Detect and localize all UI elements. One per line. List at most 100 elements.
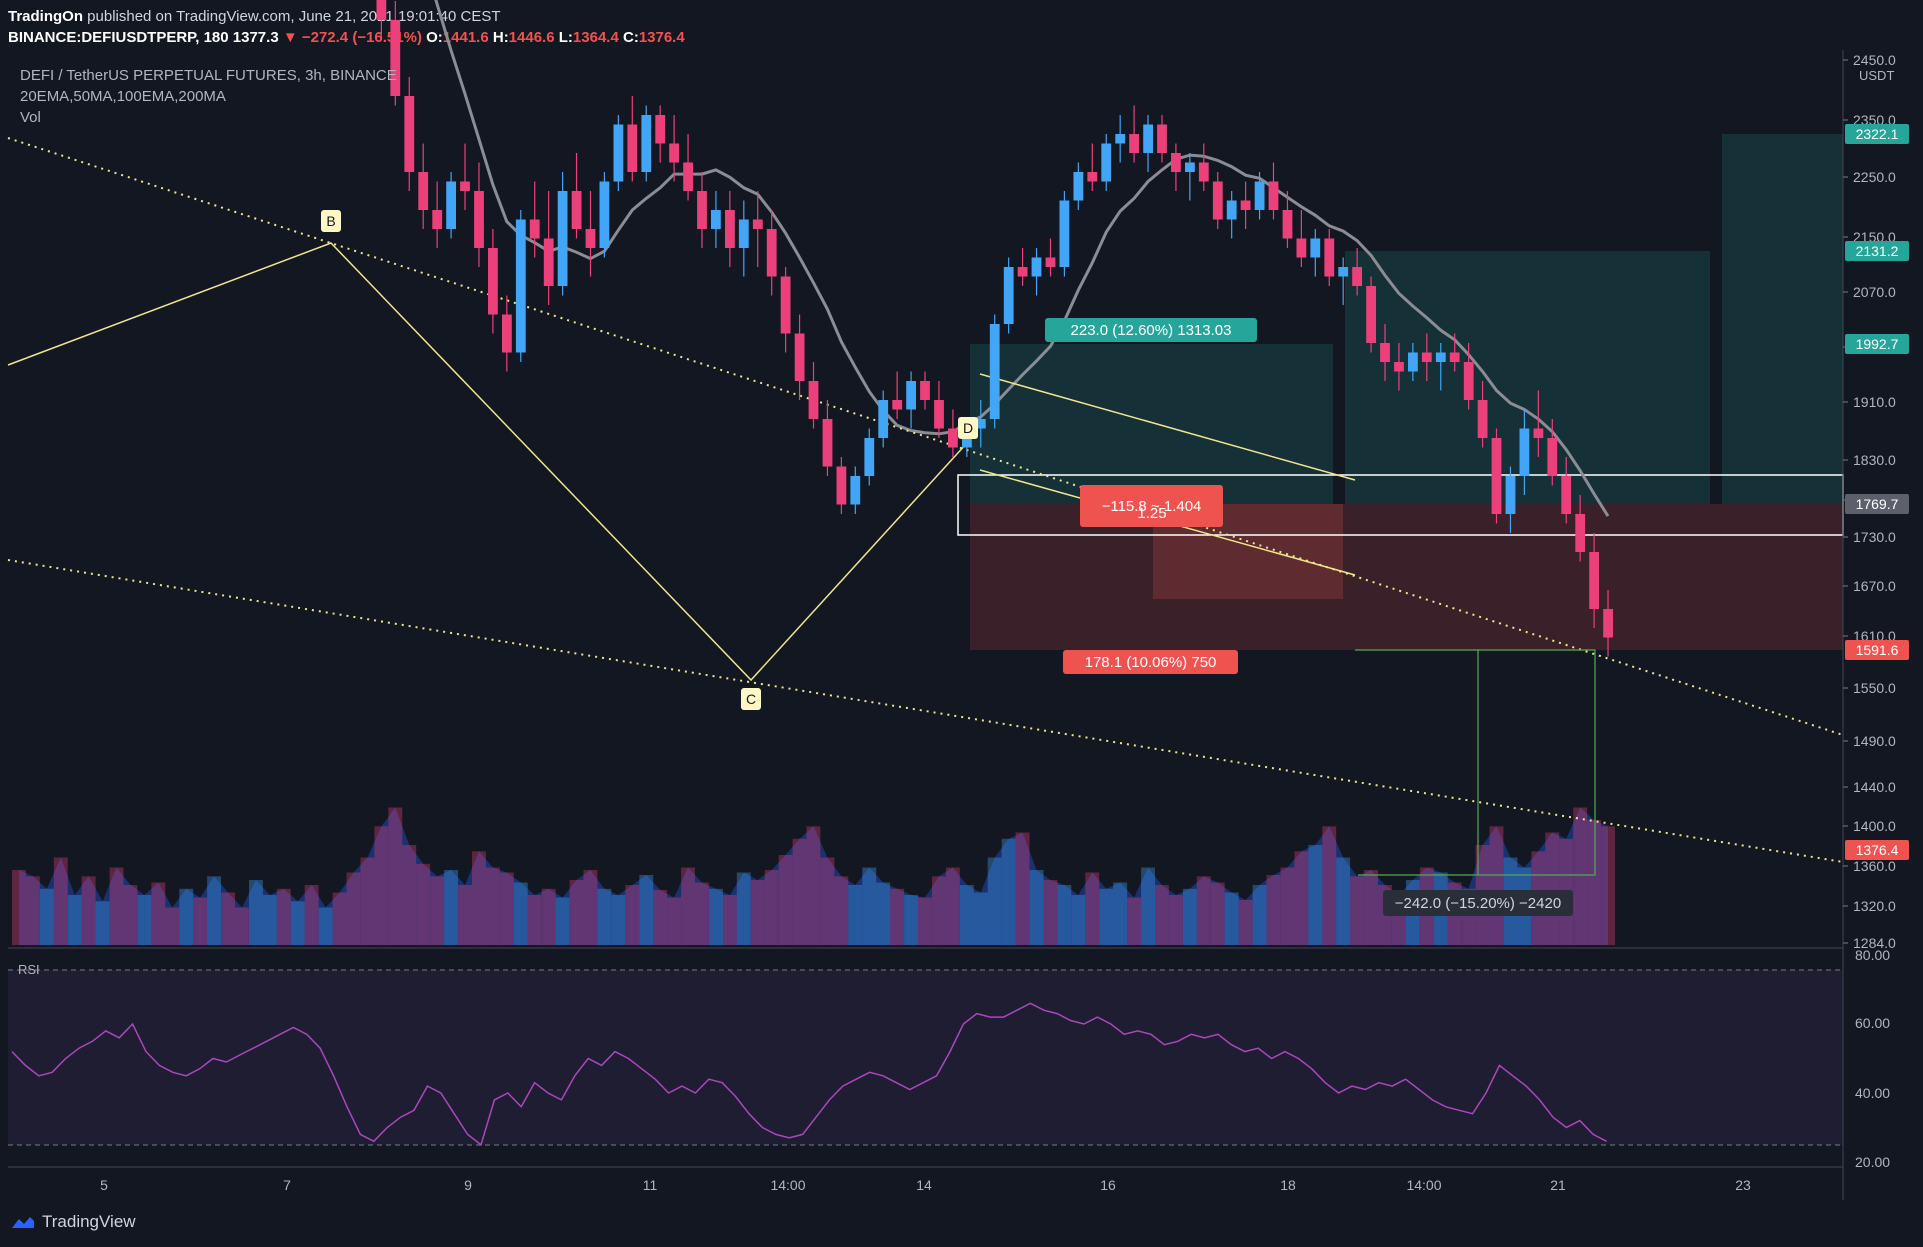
price-tick-label: 1440.0 xyxy=(1853,779,1896,795)
channel-upper xyxy=(979,373,1356,481)
candle-body xyxy=(794,333,805,381)
candle-body xyxy=(1031,257,1042,277)
indicator-list[interactable]: 20EMA,50MA,100EMA,200MA xyxy=(20,88,226,105)
candle-body xyxy=(1073,172,1084,201)
volume-bar xyxy=(179,888,194,946)
candle-body xyxy=(1129,134,1139,153)
candle-body xyxy=(502,314,512,353)
volume-bar xyxy=(1057,885,1072,945)
candle-body xyxy=(1226,200,1237,220)
pattern-point-b-text: B xyxy=(326,213,335,229)
candle-body xyxy=(1477,400,1488,438)
volume-bar xyxy=(485,867,500,945)
volume-legend[interactable]: Vol xyxy=(20,109,41,126)
candle-body xyxy=(864,438,875,476)
publisher-name[interactable]: TradingOn xyxy=(8,8,83,25)
volume-bar xyxy=(890,888,905,946)
candle-body xyxy=(1491,438,1502,514)
price-label-text: 1769.7 xyxy=(1856,496,1899,512)
candle-body xyxy=(1003,267,1014,324)
time-tick-label: 9 xyxy=(464,1177,472,1193)
candle-body xyxy=(1505,476,1516,514)
volume-bar xyxy=(1071,895,1086,945)
time-tick-label: 7 xyxy=(283,1177,291,1193)
volume-bar xyxy=(806,826,821,946)
candle-body xyxy=(1087,172,1098,182)
candle-body xyxy=(1561,476,1572,514)
close-label: C: xyxy=(622,29,639,46)
brand-label: TradingView xyxy=(42,1212,136,1231)
volume-bar xyxy=(416,863,431,946)
candle-body xyxy=(1547,438,1558,476)
volume-bar xyxy=(1155,885,1169,945)
volume-bar xyxy=(1029,870,1044,945)
rsi-tick-label: 80.00 xyxy=(1855,947,1890,963)
candle-body xyxy=(1017,267,1028,277)
volume-bar xyxy=(820,857,835,945)
target-zone xyxy=(970,344,1333,504)
volume-bar xyxy=(67,895,82,945)
chart-title[interactable]: DEFI / TetherUS PERPETUAL FUTURES, 3h, B… xyxy=(20,67,397,84)
volume-bar xyxy=(1113,882,1128,945)
candle-body xyxy=(697,191,707,229)
candle-body xyxy=(390,20,401,96)
price-label-text: 1376.4 xyxy=(1856,842,1899,858)
candle-body xyxy=(1394,362,1404,372)
close-value: 1376.4 xyxy=(638,29,685,46)
candle-body xyxy=(474,191,484,248)
target-label-text: 223.0 (12.60%) 1313.03 xyxy=(1071,322,1232,339)
price-tick-label: 1490.0 xyxy=(1853,733,1896,749)
candle-body xyxy=(1324,238,1335,277)
measure-label: −242.0 (−15.20%) −2420 xyxy=(1383,890,1573,916)
candle-body xyxy=(920,381,930,400)
volume-bar xyxy=(862,867,877,945)
volume-bar xyxy=(945,867,960,945)
stop-label: 178.1 (10.06%) 750 xyxy=(1063,650,1238,674)
volume-bar xyxy=(987,857,1002,945)
candlestick-series xyxy=(376,0,1613,657)
low-value: 1364.4 xyxy=(572,29,619,46)
stop-label-text: 178.1 (10.06%) 750 xyxy=(1085,654,1217,671)
candle-body xyxy=(948,428,958,448)
candle-body xyxy=(488,248,498,315)
candle-body xyxy=(571,191,582,229)
volume-bar xyxy=(792,838,807,946)
time-tick-label: 18 xyxy=(1280,1177,1296,1193)
time-tick-label: 14:00 xyxy=(770,1177,805,1193)
volume-bar xyxy=(681,867,695,945)
volume-bar xyxy=(722,895,737,945)
volume-bar xyxy=(1364,870,1378,945)
price-tick-label: 1284.0 xyxy=(1853,935,1896,951)
volume-bar xyxy=(834,876,849,946)
volume-bar xyxy=(1099,888,1114,946)
volume-bar xyxy=(513,882,528,945)
volume-bar xyxy=(276,888,291,946)
price-label-text: 2131.2 xyxy=(1856,243,1899,259)
pattern-point-d: D xyxy=(958,417,978,439)
volume-bar xyxy=(1336,857,1351,945)
volume-bar xyxy=(1280,867,1295,945)
volume-bar xyxy=(193,897,208,945)
volume-bar xyxy=(318,907,333,945)
candle-body xyxy=(1310,238,1321,258)
volume-bar xyxy=(597,888,612,946)
annotations: 223.0 (12.60%) 1313.03 178.1 (10.06%) 750… xyxy=(321,210,1573,916)
measure-label-text: −242.0 (−15.20%) −2420 xyxy=(1395,895,1561,912)
volume-bar xyxy=(304,885,319,945)
volume-bar xyxy=(1141,867,1155,945)
volume-bar xyxy=(1168,895,1183,945)
volume-bar xyxy=(81,876,96,946)
last-price: 1377.3 xyxy=(232,29,279,46)
tradingview-brand[interactable]: TradingView xyxy=(10,1212,136,1232)
rsi-legend[interactable]: RSI xyxy=(18,962,40,977)
candle-body xyxy=(766,229,777,277)
price-label-text: 1992.7 xyxy=(1856,336,1899,352)
volume-bar xyxy=(904,895,918,945)
price-tick-label: 2450.0 xyxy=(1853,52,1896,68)
price-change: ▼ −272.4 (−16.51%) xyxy=(282,29,422,46)
rsi-pane xyxy=(8,969,1843,1147)
rsi-line xyxy=(11,1002,1607,1147)
stop-zone xyxy=(970,504,1843,650)
high-label: H: xyxy=(492,29,509,46)
